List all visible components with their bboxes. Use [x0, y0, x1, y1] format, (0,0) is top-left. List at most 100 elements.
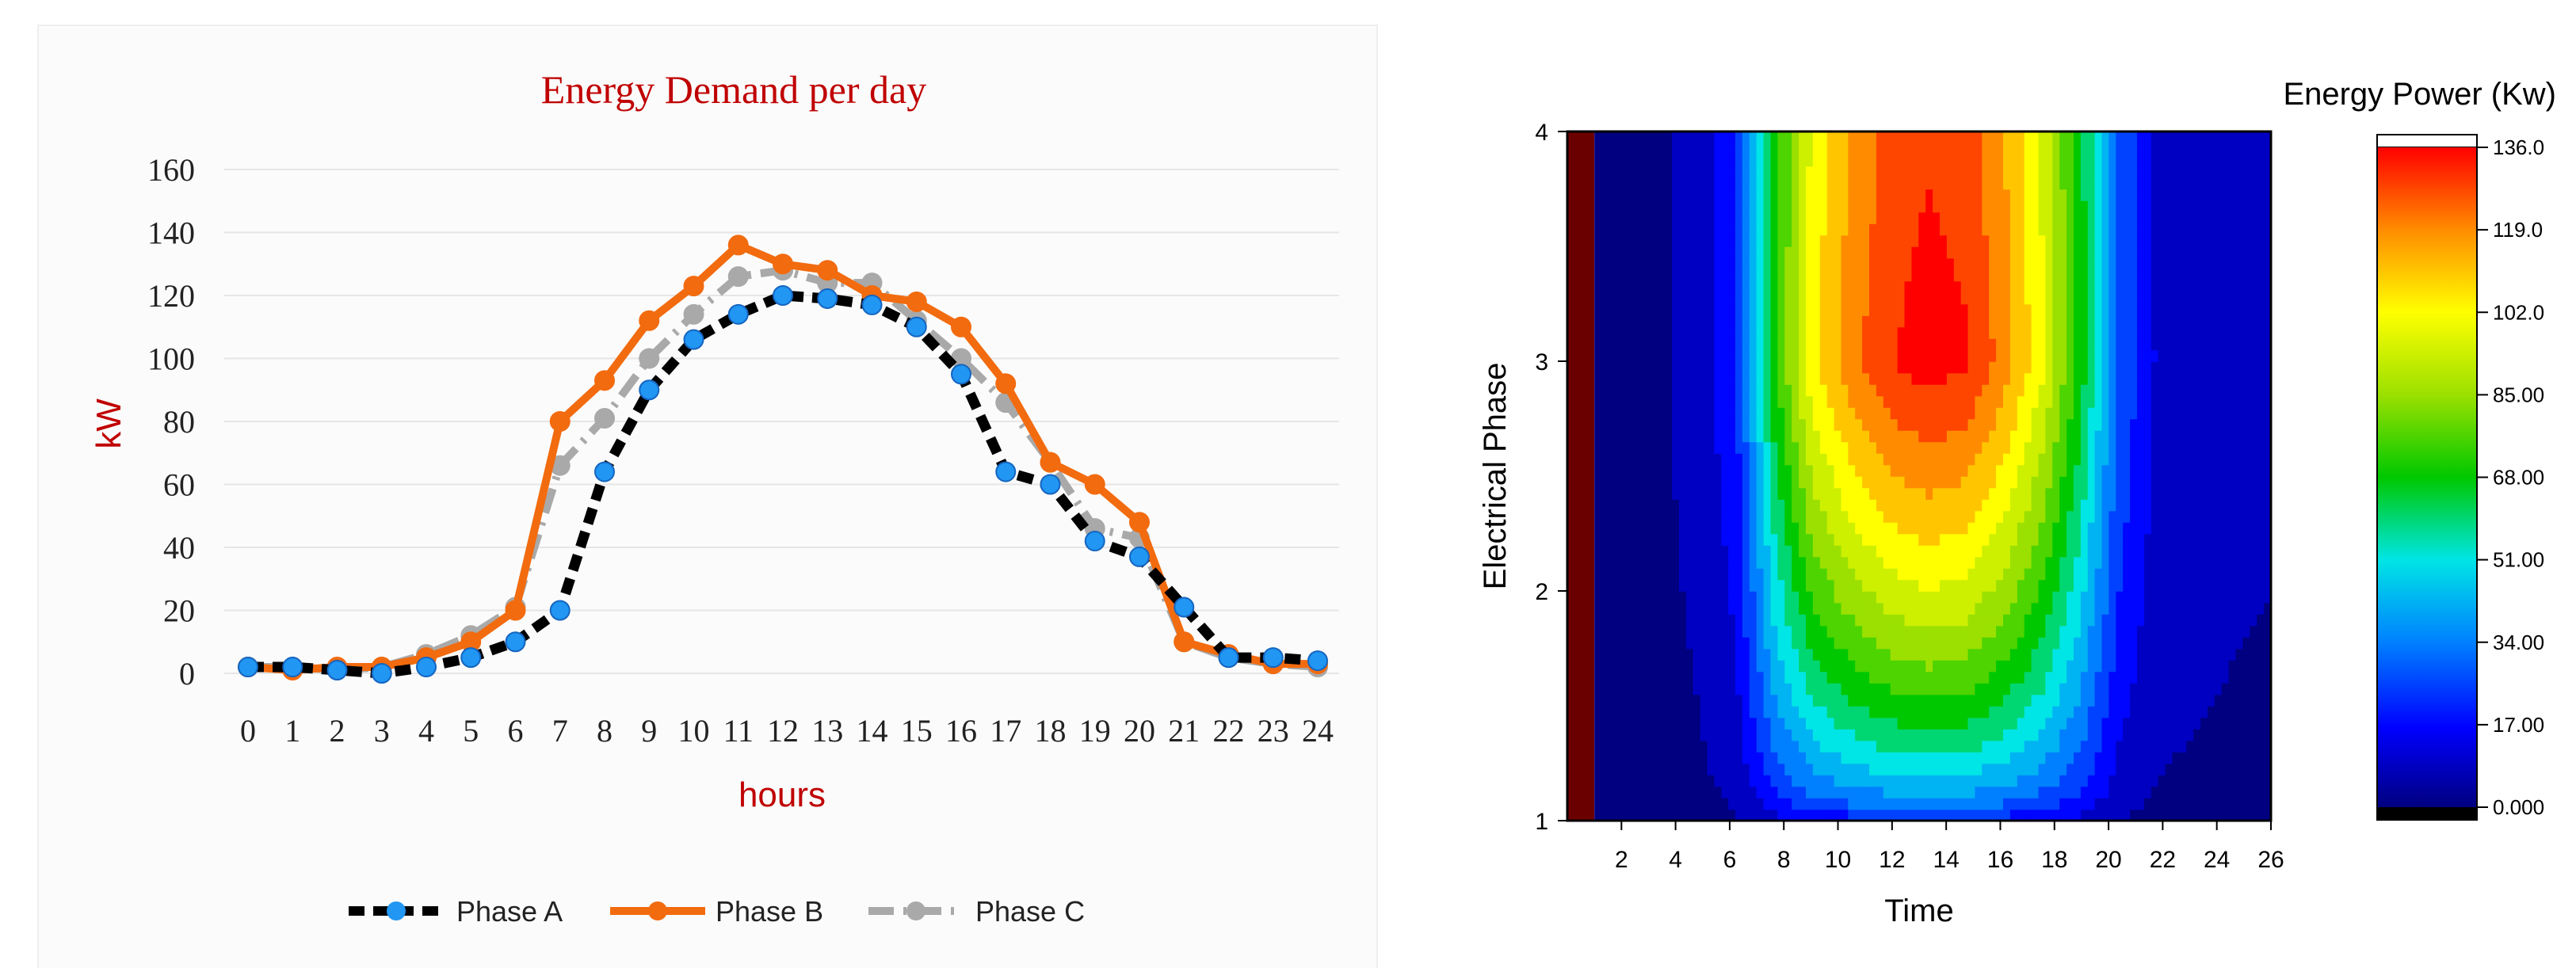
heatmap-cell [1897, 384, 1906, 397]
heatmap-cell [1658, 384, 1666, 397]
heatmap-cell [1622, 234, 1631, 247]
heatmap-cell [2009, 326, 2018, 339]
heatmap-cell [1672, 131, 1680, 144]
heatmap-cell [1982, 556, 1990, 569]
heatmap-cell [2059, 533, 2067, 546]
heatmap-cell [1869, 786, 1877, 798]
heatmap-cell [1770, 568, 1779, 581]
heatmap-cell [2059, 706, 2067, 718]
heatmap-cell [1622, 648, 1631, 661]
heatmap-cell [1904, 637, 1913, 650]
heatmap-cell [1728, 717, 1736, 730]
heatmap-cell [1693, 625, 1701, 638]
heatmap-cell [1911, 775, 1920, 787]
heatmap-cell [2116, 683, 2124, 696]
heatmap-cell [1940, 476, 1948, 489]
heatmap-cell [2080, 763, 2089, 776]
heatmap-cell [1714, 499, 1723, 512]
heatmap-cell [2067, 361, 2074, 374]
heatmap-cell [1678, 280, 1687, 293]
heatmap-cell [1721, 579, 1729, 592]
heatmap-cell [1883, 556, 1891, 569]
heatmap-cell [1806, 395, 1814, 408]
heatmap-cell [2080, 602, 2089, 615]
heatmap-cell [1685, 280, 1694, 293]
heatmap-cell [2158, 430, 2166, 443]
heatmap-cell [1629, 131, 1638, 144]
heatmap-cell [1707, 602, 1715, 615]
heatmap-cell [1777, 648, 1786, 661]
heatmap-cell [2017, 487, 2025, 500]
heatmap-cell [1799, 441, 1807, 454]
heatmap-cell [2130, 177, 2138, 190]
heatmap-cell [1925, 246, 1933, 259]
heatmap-cell [2074, 384, 2082, 397]
heatmap-cell [2158, 372, 2166, 385]
heatmap-cell [1792, 717, 1799, 730]
heatmap-cell [1594, 430, 1602, 443]
heatmap-cell [1594, 614, 1602, 627]
heatmap-cell [2009, 706, 2018, 718]
heatmap-cell [1685, 234, 1694, 247]
heatmap-cell [2031, 223, 2040, 236]
heatmap-cell [1728, 522, 1736, 535]
heatmap-cell [2052, 338, 2060, 351]
series-group [238, 234, 1328, 684]
heatmap-cell [1636, 671, 1645, 684]
heatmap-cell [2080, 166, 2089, 178]
heatmap-cell [1636, 637, 1645, 650]
heatmap-cell [1806, 752, 1814, 764]
heatmap-cell [1862, 257, 1870, 270]
heatmap-cell [1799, 166, 1807, 178]
heatmap-cell [1982, 177, 1990, 190]
heatmap-cell [1826, 763, 1835, 776]
data-point [817, 288, 838, 309]
heatmap-cell [2101, 143, 2110, 155]
heatmap-cell [1728, 510, 1736, 523]
heatmap-cell [1651, 798, 1658, 810]
heatmap-cell [1904, 395, 1913, 408]
heatmap-cell [1826, 326, 1835, 339]
heatmap-cell [2052, 568, 2060, 581]
heatmap-cell [2052, 212, 2060, 224]
heatmap-cell [1629, 384, 1638, 397]
heatmap-cell [1651, 303, 1658, 316]
heatmap-cell [2150, 246, 2159, 259]
heatmap-cell [1967, 694, 1976, 707]
heatmap-cell [2109, 798, 2117, 810]
heatmap-cell [1742, 510, 1750, 523]
heatmap-cell [1594, 361, 1602, 374]
heatmap-cell [1784, 189, 1792, 201]
heatmap-cell [1693, 706, 1701, 718]
heatmap-cell [2130, 683, 2138, 696]
heatmap-cell [1594, 568, 1602, 581]
heatmap-cell [2080, 694, 2089, 707]
heatmap-cell [2009, 441, 2018, 454]
heatmap-cell [2067, 487, 2074, 500]
heatmap-cell [1848, 177, 1856, 190]
heatmap-cell [1665, 361, 1673, 374]
heatmap-cell [2059, 660, 2067, 673]
heatmap-cell [1636, 510, 1645, 523]
heatmap-cell [1651, 694, 1658, 707]
heatmap-cell [1806, 729, 1814, 741]
heatmap-cell [2109, 212, 2117, 224]
heatmap-cell [1700, 326, 1708, 339]
heatmap-cell [1834, 143, 1842, 155]
heatmap-cell [1615, 786, 1624, 798]
heatmap-cell [1826, 407, 1835, 420]
heatmap-cell [1735, 246, 1743, 259]
heatmap-cell [1728, 361, 1736, 374]
heatmap-cell [1897, 292, 1906, 305]
heatmap-cell [2045, 223, 2054, 236]
heatmap-cell [1700, 441, 1708, 454]
heatmap-cell [2059, 464, 2067, 477]
heatmap-cell [1848, 706, 1856, 718]
heatmap-cell [2087, 591, 2096, 604]
heatmap-cell [1960, 372, 1969, 385]
heatmap-cell [1749, 798, 1757, 810]
heatmap-cell [1672, 522, 1680, 535]
heatmap-cell [1629, 637, 1638, 650]
heatmap-cell [1678, 200, 1687, 213]
heatmap-cell [1904, 154, 1913, 167]
